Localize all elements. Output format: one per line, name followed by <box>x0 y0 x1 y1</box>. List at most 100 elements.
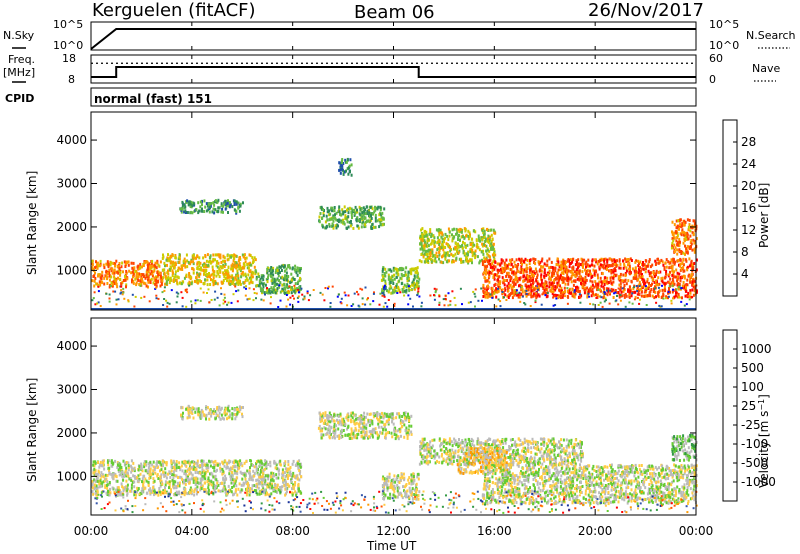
heatmap-cell <box>91 486 94 490</box>
heatmap-cell <box>297 487 300 491</box>
heatmap-cell <box>339 168 342 172</box>
heatmap-cell <box>233 459 236 463</box>
heatmap-cell <box>552 290 555 294</box>
heatmap-cell <box>663 285 666 289</box>
heatmap-cell <box>231 274 234 278</box>
heatmap-cell <box>233 202 236 206</box>
heatmap-cell <box>692 233 695 237</box>
heatmap-cell <box>390 291 393 295</box>
heatmap-cell <box>148 262 151 266</box>
heatmap-cell <box>93 279 96 283</box>
heatmap-cell <box>565 268 568 272</box>
heatmap-cell <box>284 278 287 282</box>
heatmap-cell <box>145 284 148 288</box>
heatmap-cell <box>255 464 258 468</box>
heatmap-cell <box>525 270 528 274</box>
heatmap-cell <box>676 224 679 228</box>
heatmap-cell <box>629 289 632 293</box>
heatmap-cell <box>684 294 687 298</box>
heatmap-cell <box>242 273 245 277</box>
heatmap-cell <box>146 260 149 264</box>
heatmap-cell <box>273 474 276 478</box>
heatmap-cell <box>94 271 96 275</box>
heatmap-cell <box>673 243 676 247</box>
heatmap-cell <box>297 467 300 471</box>
heatmap-cell <box>675 226 678 230</box>
heatmap-cell <box>207 274 210 278</box>
heatmap-cell <box>533 288 536 292</box>
heatmap-cell <box>151 272 154 276</box>
heatmap-cell <box>374 216 377 220</box>
heatmap-cell <box>128 477 131 481</box>
heatmap-cell <box>255 469 258 473</box>
heatmap-cell <box>432 254 435 258</box>
heatmap-cell <box>228 472 231 476</box>
heatmap-cell <box>255 284 258 288</box>
heatmap-cell <box>224 277 227 280</box>
heatmap-cell <box>186 460 189 464</box>
heatmap-cell <box>256 471 259 475</box>
heatmap-cell <box>235 254 238 258</box>
heatmap-cell <box>382 278 385 281</box>
colorbar-tick-label: 20 <box>741 179 756 193</box>
heatmap-cell <box>139 266 142 269</box>
heatmap-cell <box>600 296 603 299</box>
heatmap-cell <box>256 478 259 482</box>
heatmap-cell <box>232 259 235 263</box>
heatmap-cell <box>407 278 410 282</box>
heatmap-cell <box>224 271 227 275</box>
heatmap-cell <box>100 277 103 281</box>
heatmap-cell <box>259 280 262 284</box>
heatmap-cell <box>210 299 213 301</box>
heatmap-cell <box>642 267 645 271</box>
heatmap-cell <box>534 294 537 298</box>
heatmap-cell <box>201 474 204 478</box>
heatmap-cell <box>540 259 543 263</box>
heatmap-cell <box>533 286 536 290</box>
heatmap-cell <box>206 490 209 494</box>
heatmap-cell <box>293 286 296 290</box>
heatmap-cell <box>456 247 459 251</box>
heatmap-cell <box>489 262 492 266</box>
heatmap-cell <box>332 214 335 218</box>
nave-label: Nave <box>752 62 780 75</box>
heatmap-cell <box>214 290 217 293</box>
heatmap-cell <box>571 266 574 270</box>
heatmap-cell <box>193 493 196 497</box>
heatmap-cell <box>285 278 288 282</box>
heatmap-cell <box>347 225 350 229</box>
heatmap-cell <box>382 217 385 221</box>
heatmap-cell <box>323 299 326 302</box>
heatmap-cell <box>120 265 123 269</box>
heatmap-cell <box>462 240 464 244</box>
heatmap-cell <box>420 253 423 256</box>
heatmap-cell <box>203 269 206 272</box>
heatmap-cell <box>347 172 350 176</box>
heatmap-cell <box>530 289 533 293</box>
heatmap-cell <box>215 478 218 482</box>
heatmap-cell <box>112 261 115 265</box>
heatmap-cell <box>573 273 576 277</box>
heatmap-cell <box>473 243 476 247</box>
heatmap-cell <box>204 481 207 485</box>
heatmap-cell <box>455 227 458 231</box>
heatmap-cell <box>686 268 689 272</box>
heatmap-cell <box>651 278 654 281</box>
heatmap-cell <box>267 463 270 466</box>
heatmap-cell <box>139 273 142 277</box>
heatmap-cell <box>116 466 119 469</box>
heatmap-cell <box>171 261 174 265</box>
heatmap-cell <box>181 200 184 204</box>
heatmap-cell <box>587 291 590 294</box>
heatmap-cell <box>494 265 497 269</box>
heatmap-cell <box>237 274 240 278</box>
heatmap-cell <box>447 304 450 307</box>
heatmap-cell <box>165 476 168 480</box>
heatmap-cell <box>189 205 192 208</box>
heatmap-cell <box>210 202 213 205</box>
heatmap-cell <box>686 283 689 287</box>
heatmap-cell <box>577 262 580 266</box>
heatmap-cell <box>566 289 569 293</box>
heatmap-cell <box>438 248 441 252</box>
heatmap-cell <box>481 238 484 241</box>
